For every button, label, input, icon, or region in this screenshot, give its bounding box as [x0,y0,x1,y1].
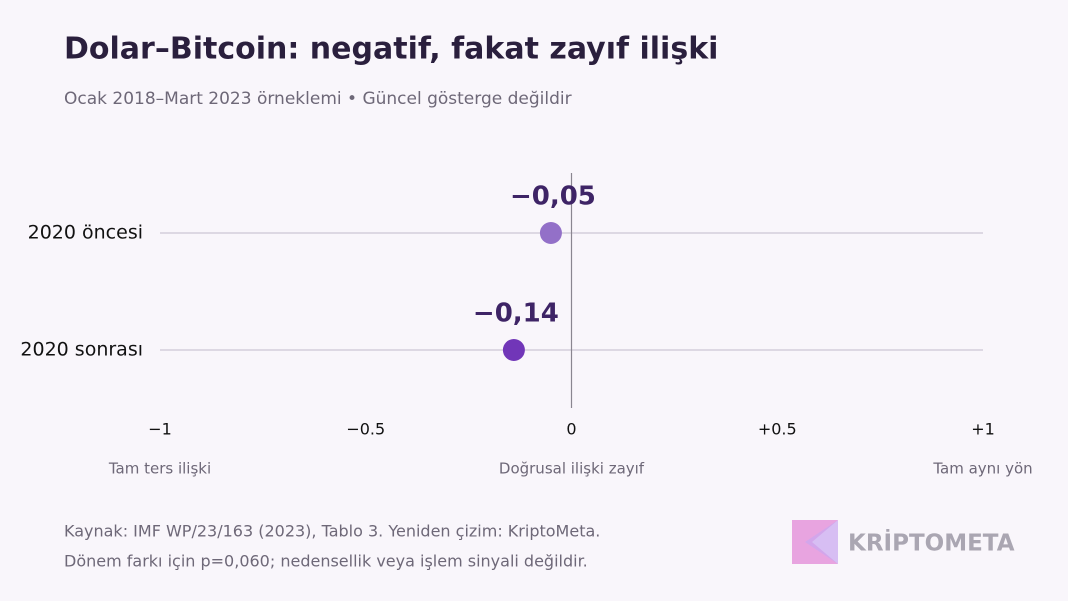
value-label: −0,05 [510,182,596,212]
chart-title: Dolar–Bitcoin: negatif, fakat zayıf iliş… [64,32,718,67]
x-tick-label: +0.5 [758,420,797,439]
dot [502,339,525,361]
logo-shape [805,520,838,564]
note: Dönem farkı için p=0,060; nedensellik ve… [64,552,588,571]
x-tick-label: −1 [148,420,172,439]
axis-annotation: Tam ters ilişki [108,460,211,478]
y-tick-label: 2020 sonrası [20,339,143,361]
chart-subtitle: Ocak 2018–Mart 2023 örneklemi • Güncel g… [64,89,572,109]
y-tick-label: 2020 öncesi [28,222,143,244]
axis-annotation: Doğrusal ilişki zayıf [499,460,645,478]
value-label: −0,14 [473,299,559,329]
logo-shape [792,520,838,564]
axis-annotation: Tam aynı yön [932,460,1032,478]
x-tick-label: 0 [566,420,576,439]
x-tick-label: +1 [971,420,995,439]
x-tick-label: −0.5 [346,420,385,439]
brand-name: KRİPTOMETA [848,529,1015,557]
dot [539,222,562,244]
source-note: Kaynak: IMF WP/23/163 (2023), Tablo 3. Y… [64,522,600,541]
brand-logo: KRİPTOMETA [792,520,1015,564]
